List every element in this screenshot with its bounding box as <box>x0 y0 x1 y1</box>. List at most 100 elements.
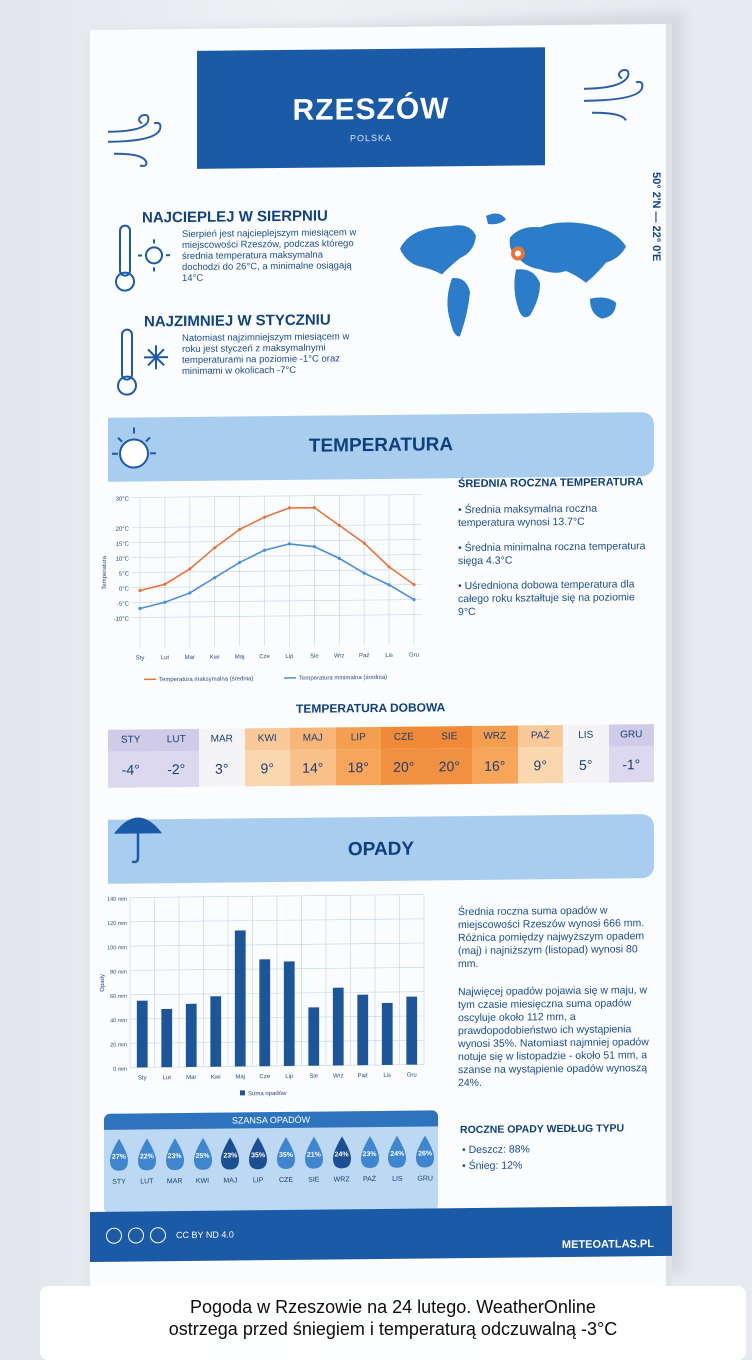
x-tick-label: Lut <box>161 655 170 661</box>
by-icon <box>128 1227 144 1244</box>
bar <box>136 1000 148 1068</box>
data-point <box>262 548 267 552</box>
data-point <box>337 556 341 560</box>
precip-text-2: Najwięcej opadów pojawia się w maju, w t… <box>458 984 649 1090</box>
y-tick-label: 30°C <box>116 497 130 503</box>
chance-drop: 35% LIP <box>247 1136 269 1184</box>
raindrop-icon <box>110 1138 128 1171</box>
hot-title: NAJCIEPLEJ W SIERPNIU <box>142 207 328 227</box>
month-cell: STY -4° <box>108 729 154 788</box>
month-cell: LIP 18° <box>335 726 381 786</box>
month-temp-value: 9° <box>517 747 563 784</box>
precip-band-title: OPADY <box>347 838 415 861</box>
y-tick-label: 80 mm <box>110 969 127 975</box>
month-temp-value: 16° <box>472 747 518 784</box>
chance-value: 23% <box>167 1153 182 1161</box>
thermometer-sun-icon <box>115 224 170 292</box>
series-line <box>139 543 415 610</box>
chance-month: GRU <box>417 1175 433 1183</box>
chance-month: PAŹ <box>362 1176 377 1184</box>
title-box: RZESZÓW POLSKA <box>197 47 545 169</box>
bar <box>259 959 271 1067</box>
chance-value: 35% <box>278 1151 293 1160</box>
data-point <box>287 506 292 510</box>
month-cell: SIE 20° <box>426 725 472 785</box>
weather-poster: RZESZÓW POLSKA 50° 2'N — 22° 0'E NAJCIEP… <box>90 23 672 1293</box>
month-label: MAR <box>199 728 245 751</box>
x-tick-label: Sie <box>309 1074 318 1080</box>
umbrella-icon <box>114 817 162 864</box>
x-tick-label: Lis <box>385 653 393 659</box>
y-tick-label: 120 mm <box>107 921 127 927</box>
series-line <box>139 506 415 592</box>
bar <box>210 996 222 1067</box>
raindrop-icon <box>193 1137 212 1170</box>
cold-text: Natomiast najzimniejszym miesiącem w rok… <box>182 331 350 378</box>
cold-title: NAJZIMNIEJ W STYCZNIU <box>144 311 331 331</box>
poster-footer: CC BY ND 4.0 METEOATLAS.PL <box>90 1205 672 1262</box>
y-tick-label: 20 mm <box>110 1042 127 1048</box>
data-point <box>287 542 292 546</box>
chance-drop: 25% KWI <box>192 1137 214 1185</box>
grid-line <box>132 569 422 573</box>
month-temp-value: 20° <box>381 748 427 785</box>
data-point <box>138 588 142 593</box>
data-point <box>163 600 167 604</box>
types-title: ROCZNE OPADY WEDŁUG TYPU <box>460 1122 625 1137</box>
chance-value: 24% <box>390 1150 405 1158</box>
license-label: CC BY ND 4.0 <box>176 1229 234 1241</box>
precipitation-chart: 140 mm 120 mm 100 mm 80 mm 60 mm 40 mm 20 mm 0 … <box>100 894 425 1097</box>
x-tick-label: Sty <box>136 655 145 661</box>
grid-line <box>132 614 422 618</box>
data-point <box>337 523 341 527</box>
x-tick-label: Lip <box>285 654 294 660</box>
legend-label: Temperatura minimalna (średnia) <box>299 675 387 682</box>
raindrop-icon <box>360 1136 379 1169</box>
month-cell: KWI 9° <box>244 727 290 787</box>
data-point <box>312 506 316 510</box>
data-point <box>312 545 316 549</box>
month-cell: MAR 3° <box>199 728 245 787</box>
raindrop-icon <box>332 1136 351 1169</box>
month-label: LUT <box>153 728 199 752</box>
chance-value: 23% <box>223 1152 238 1160</box>
bar <box>381 1002 393 1065</box>
chance-drop: 24% WRZ <box>331 1135 353 1183</box>
chance-month: SIE <box>308 1176 320 1184</box>
nd-icon <box>150 1227 166 1244</box>
temperature-band-title: TEMPERATURA <box>308 434 454 457</box>
data-point <box>238 527 242 532</box>
month-temp-value: 20° <box>426 747 472 785</box>
wind-swirl-icon-right <box>583 69 644 121</box>
chance-drop: 23% PAŹ <box>359 1135 381 1183</box>
month-temp-value: -4° <box>108 751 154 788</box>
sun-icon <box>112 427 156 469</box>
data-point <box>387 583 391 587</box>
raindrop-icon <box>304 1136 323 1169</box>
raindrop-icon <box>137 1138 156 1171</box>
month-cell: WRZ 16° <box>472 725 518 784</box>
chance-month: MAR <box>166 1178 183 1186</box>
caption-line-2: ostrzega przed śniegiem i temperaturą od… <box>168 1319 618 1339</box>
precip-text-1: Średnia roczna suma opadów w miejscowośc… <box>458 904 645 971</box>
month-temp-value: 5° <box>563 746 609 784</box>
caption-line-1: Pogoda w Rzeszowie na 24 lutego. Weather… <box>190 1297 596 1317</box>
y-tick-label: 10°C <box>116 557 130 563</box>
y-axis-label: Temperatura <box>102 555 108 589</box>
avg-annual-item-2: • Średnia minimalna roczna temperatura s… <box>458 540 646 568</box>
grid-line <box>132 554 422 558</box>
data-point <box>238 560 242 565</box>
type-rain: • Deszcz: 88% <box>462 1143 530 1157</box>
y-tick-label: -5°C <box>117 602 130 608</box>
avg-annual-item-3: • Uśredniona dobowa temperatura dla całe… <box>458 578 635 619</box>
month-cell: GRU -1° <box>608 724 654 783</box>
data-point <box>213 546 217 550</box>
temperature-band: TEMPERATURA <box>108 412 654 482</box>
chance-value: 26% <box>418 1150 433 1158</box>
brand-label: METEOATLAS.PL <box>561 1238 654 1252</box>
grid-line <box>132 599 422 603</box>
legend-swatch <box>240 1090 245 1096</box>
x-tick-label: Lut <box>163 1075 172 1081</box>
legend-label: Suma opadów <box>248 1091 287 1097</box>
chance-month: MAJ <box>223 1177 238 1185</box>
